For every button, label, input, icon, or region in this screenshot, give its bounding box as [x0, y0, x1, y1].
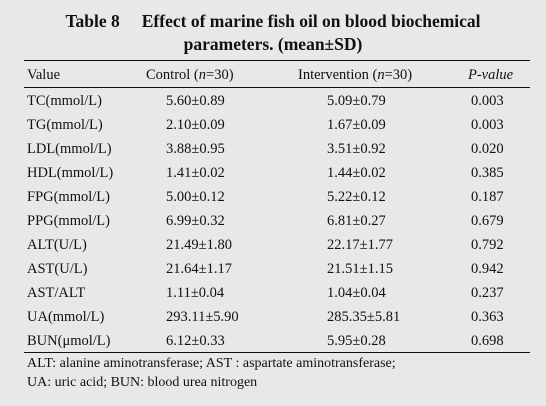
row-value-label: UA(mmol/L): [27, 309, 105, 325]
row-p-value: 0.003: [471, 117, 504, 133]
row-value-label: PPG(mmol/L): [27, 213, 110, 229]
table-row: ALT(U/L) 21.49±1.80 22.17±1.77 0.792: [0, 233, 546, 257]
row-intervention: 1.44±0.02: [327, 165, 386, 181]
table-header-row: Value Control (n=30) Intervention (n=30)…: [0, 63, 546, 87]
row-control: 1.41±0.02: [166, 165, 225, 181]
row-p-value: 0.385: [471, 165, 504, 181]
table-row: BUN(μmol/L) 6.12±0.33 5.95±0.28 0.698: [0, 329, 546, 353]
row-value-label: LDL(mmol/L): [27, 141, 112, 157]
row-intervention: 6.81±0.27: [327, 213, 386, 229]
row-value-label: HDL(mmol/L): [27, 165, 114, 181]
row-intervention: 5.09±0.79: [327, 93, 386, 109]
row-value-label: TC(mmol/L): [27, 93, 102, 109]
row-p-value: 0.679: [471, 213, 504, 229]
row-p-value: 0.363: [471, 309, 504, 325]
table-row: HDL(mmol/L) 1.41±0.02 1.44±0.02 0.385: [0, 161, 546, 185]
table-top-rule: [24, 60, 530, 61]
row-intervention: 5.95±0.28: [327, 333, 386, 349]
row-p-value: 0.237: [471, 285, 504, 301]
table-title: Table 8 Effect of marine fish oil on bloo…: [0, 10, 546, 56]
row-intervention: 1.67±0.09: [327, 117, 386, 133]
row-intervention: 285.35±5.81: [327, 309, 401, 325]
row-value-label: FPG(mmol/L): [27, 189, 110, 205]
row-control: 21.64±1.17: [166, 261, 232, 277]
table-bottom-rule: [24, 352, 530, 353]
row-p-value: 0.020: [471, 141, 504, 157]
row-control: 6.12±0.33: [166, 333, 225, 349]
table-row: FPG(mmol/L) 5.00±0.12 5.22±0.12 0.187: [0, 185, 546, 209]
table-footnote-line-1: ALT: alanine aminotransferase; AST : asp…: [27, 356, 396, 371]
header-p-value: P-value: [468, 67, 514, 83]
row-value-label: AST/ALT: [27, 285, 86, 301]
row-control: 5.60±0.89: [166, 93, 225, 109]
table-row: AST/ALT 1.11±0.04 1.04±0.04 0.237: [0, 281, 546, 305]
row-value-label: ALT(U/L): [27, 237, 87, 253]
row-p-value: 0.187: [471, 189, 504, 205]
table-title-text: Effect of marine fish oil on blood bioch…: [141, 11, 481, 31]
table-row: TG(mmol/L) 2.10±0.09 1.67±0.09 0.003: [0, 113, 546, 137]
row-control: 2.10±0.09: [166, 117, 225, 133]
row-p-value: 0.003: [471, 93, 504, 109]
header-intervention: Intervention (n=30): [298, 67, 413, 83]
row-intervention: 5.22±0.12: [327, 189, 386, 205]
header-control: Control (n=30): [146, 67, 234, 83]
row-p-value: 0.792: [471, 237, 504, 253]
table-number: Table 8: [65, 11, 120, 31]
row-intervention: 21.51±1.15: [327, 261, 393, 277]
row-p-value: 0.942: [471, 261, 504, 277]
table-title-line-1: Table 8 Effect of marine fish oil on bloo…: [0, 10, 546, 33]
row-p-value: 0.698: [471, 333, 504, 349]
table-row: AST(U/L) 21.64±1.17 21.51±1.15 0.942: [0, 257, 546, 281]
row-control: 6.99±0.32: [166, 213, 225, 229]
row-intervention: 3.51±0.92: [327, 141, 386, 157]
row-value-label: BUN(μmol/L): [27, 333, 111, 349]
row-control: 1.11±0.04: [166, 285, 225, 301]
table-row: TC(mmol/L) 5.60±0.89 5.09±0.79 0.003: [0, 89, 546, 113]
row-value-label: AST(U/L): [27, 261, 88, 277]
table-footnote-line-2: UA: uric acid; BUN: blood urea nitrogen: [27, 375, 258, 390]
table-header-rule: [24, 87, 530, 88]
table-title-line-2: parameters. (mean±SD): [183, 34, 363, 54]
row-control: 21.49±1.80: [166, 237, 232, 253]
table-row: LDL(mmol/L) 3.88±0.95 3.51±0.92 0.020: [0, 137, 546, 161]
row-control: 5.00±0.12: [166, 189, 225, 205]
row-intervention: 22.17±1.77: [327, 237, 393, 253]
row-value-label: TG(mmol/L): [27, 117, 103, 133]
header-value: Value: [27, 67, 61, 83]
row-control: 293.11±5.90: [166, 309, 239, 325]
table-row: PPG(mmol/L) 6.99±0.32 6.81±0.27 0.679: [0, 209, 546, 233]
row-intervention: 1.04±0.04: [327, 285, 386, 301]
row-control: 3.88±0.95: [166, 141, 225, 157]
table-row: UA(mmol/L) 293.11±5.90 285.35±5.81 0.363: [0, 305, 546, 329]
